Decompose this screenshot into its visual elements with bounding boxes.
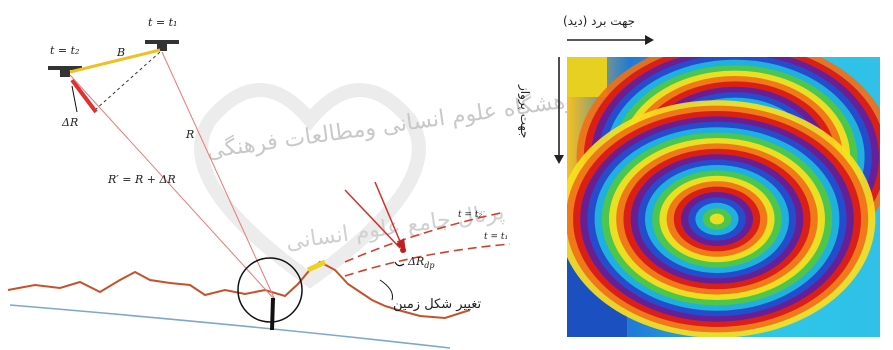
terrain-profile	[7, 260, 471, 320]
deformation-pointer	[379, 279, 393, 301]
look-direction-arrow	[567, 35, 654, 45]
label-delta-r-dp: ΔRdp	[408, 255, 435, 271]
label-range-r: R	[186, 128, 195, 141]
label-range-r-prime: R′ = R + ΔR	[108, 173, 176, 186]
area-circle	[237, 257, 303, 323]
delta-r-pointer	[71, 85, 78, 113]
range-ray-r	[161, 51, 276, 301]
label-look-direction: جهت برد (دید)	[563, 14, 636, 28]
flight-direction-arrow	[554, 57, 564, 164]
insar-geometry-diagram	[7, 40, 511, 349]
incoming-ray-2	[374, 181, 403, 247]
reference-surface	[9, 304, 451, 349]
label-t-t1: t = t₁	[148, 16, 178, 29]
ground-marker	[270, 297, 275, 331]
pointer-arrow	[394, 261, 405, 267]
interferogram-image	[567, 57, 880, 337]
label-ground-deformation: تغییر شکل زمین	[393, 297, 482, 312]
fringe-ring	[709, 213, 725, 225]
delta-r-segment	[70, 78, 98, 114]
incoming-ray-1	[344, 189, 401, 249]
label-baseline: B	[117, 46, 126, 59]
range-ray-r-prime	[69, 74, 276, 301]
label-flight-direction: جهت پرواز	[518, 85, 532, 139]
yellow-segment	[306, 259, 327, 273]
label-t-t2-right: t = t₂	[458, 210, 483, 220]
orbit-t2	[344, 211, 506, 263]
label-t-t2: t = t₂	[50, 44, 80, 57]
baseline-line	[69, 48, 161, 74]
point-marker	[400, 247, 406, 253]
label-delta-r: ΔR	[62, 116, 79, 129]
orbit-t1	[344, 243, 511, 277]
satellite-t1	[145, 40, 179, 51]
satellite-t2	[48, 66, 82, 77]
perpendicular-dashed	[94, 51, 161, 111]
label-t-t1-right: t = t₁	[484, 232, 509, 242]
